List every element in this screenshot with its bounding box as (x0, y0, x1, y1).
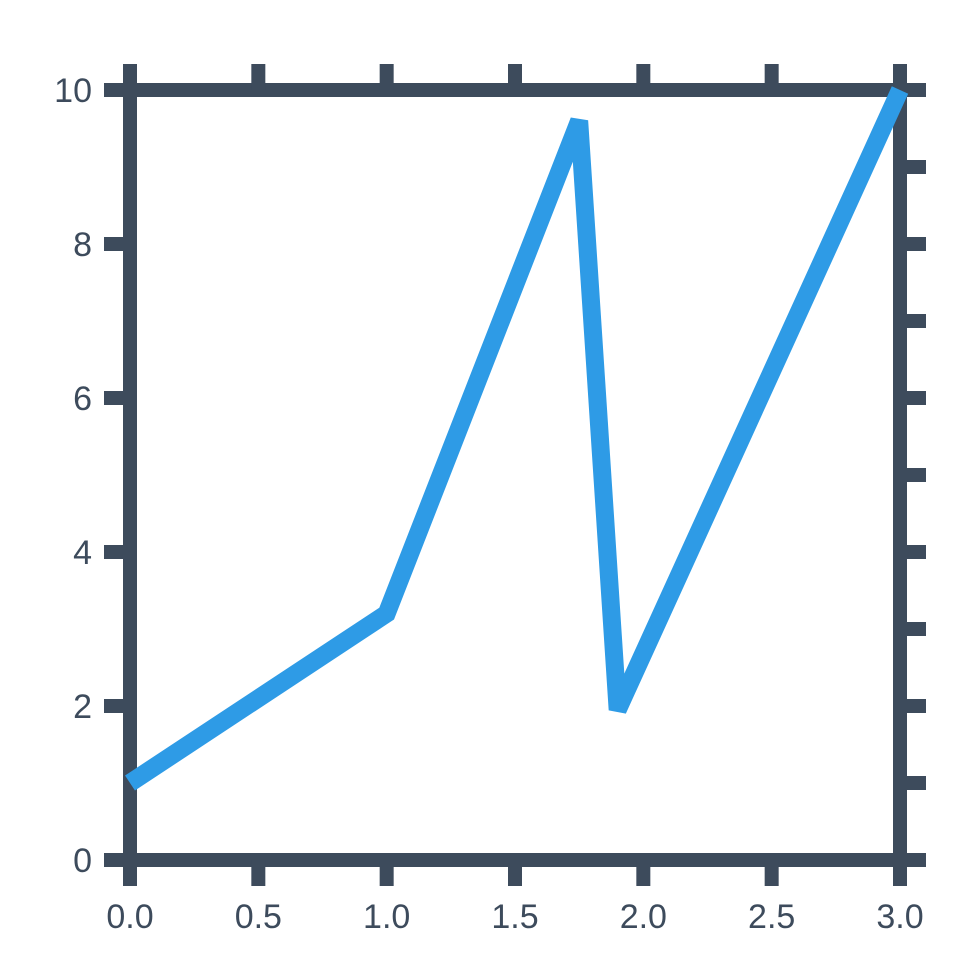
y-tick-label: 4 (73, 534, 92, 572)
y-tick-label: 0 (73, 842, 92, 880)
x-tick-label: 1.0 (363, 898, 410, 936)
x-tick-label: 2.5 (748, 898, 795, 936)
y-tick-label: 10 (54, 72, 92, 110)
x-tick-label: 2.0 (620, 898, 667, 936)
line-chart: 0.0 0.5 1.0 1.5 2.0 2.5 3.0 0 2 4 6 8 10 (0, 0, 980, 980)
chart-svg: 0.0 0.5 1.0 1.5 2.0 2.5 3.0 0 2 4 6 8 10 (0, 0, 980, 980)
y-tick-label: 6 (73, 380, 92, 418)
x-tick-label: 1.5 (491, 898, 538, 936)
y-tick-label: 8 (73, 226, 92, 264)
x-tick-label: 0.0 (106, 898, 153, 936)
x-tick-label: 0.5 (235, 898, 282, 936)
y-tick-label: 2 (73, 688, 92, 726)
x-tick-label: 3.0 (876, 898, 923, 936)
